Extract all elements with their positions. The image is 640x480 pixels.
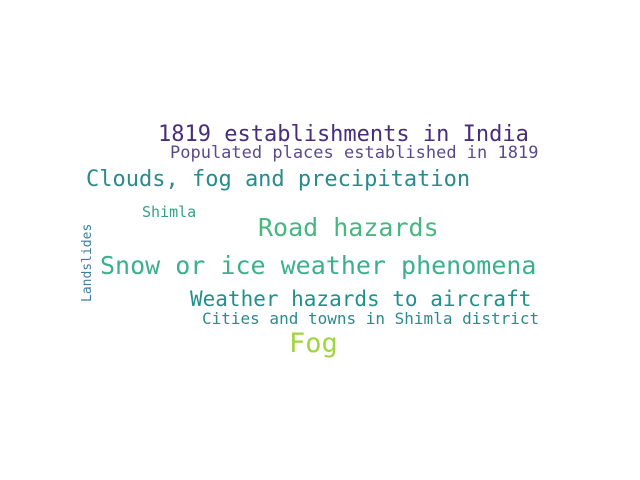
word-shimla: Shimla [142, 203, 197, 221]
word-weather-hazards-to-aircraft: Weather hazards to aircraft [190, 287, 532, 311]
word-cities-and-towns-in-shimla-district: Cities and towns in Shimla district [202, 309, 540, 328]
word-fog: Fog [289, 328, 338, 359]
word-road-hazards: Road hazards [258, 213, 439, 242]
word-1819-establishments-in-india: 1819 establishments in India [158, 122, 529, 147]
word-clouds-fog-and-precipitation: Clouds, fog and precipitation [86, 167, 471, 192]
word-landslides: Landslides [80, 223, 95, 302]
word-snow-or-ice-weather-phenomena: Snow or ice weather phenomena [100, 251, 537, 280]
word-populated-places-established-in-1819: Populated places established in 1819 [170, 143, 539, 163]
